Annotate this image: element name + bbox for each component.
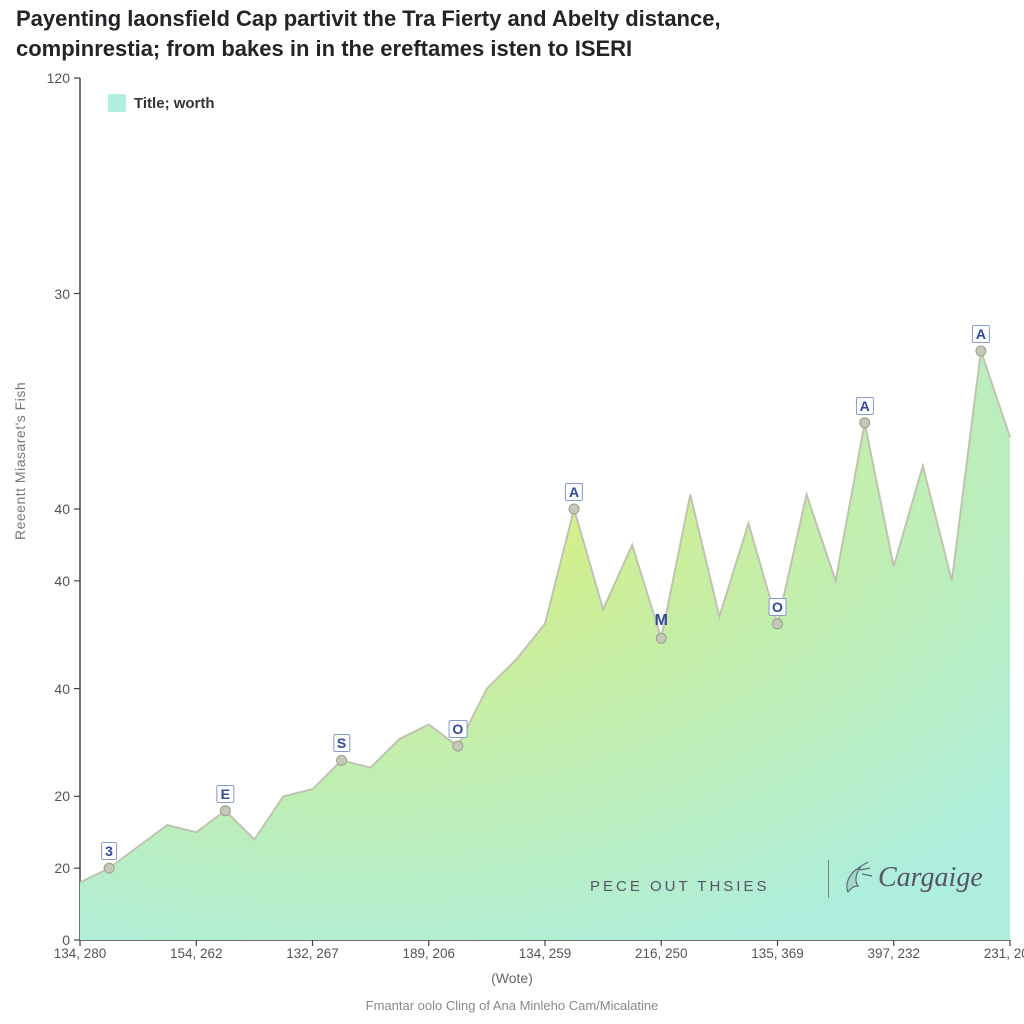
- x-tick: 216, 250: [635, 946, 688, 961]
- x-tick: 134, 259: [519, 946, 572, 961]
- chart-footnote: Fmantar oolo Cling of Ana Minleho Cam/Mi…: [0, 998, 1024, 1013]
- brand-divider: [828, 860, 829, 898]
- y-tick: 20: [36, 788, 70, 804]
- x-axis-label: (Wote): [0, 970, 1024, 986]
- chart-container: Payenting laonsfield Cap partivit the Tr…: [0, 0, 1024, 1024]
- x-tick: 132, 267: [286, 946, 339, 961]
- data-point-label: S: [333, 734, 350, 752]
- y-tick: 30: [36, 286, 70, 302]
- x-tick: 189, 206: [402, 946, 455, 961]
- x-tick: 154, 262: [170, 946, 223, 961]
- legend-swatch: [108, 94, 126, 112]
- brand-icon: [838, 858, 874, 898]
- x-tick: 134, 280: [54, 946, 107, 961]
- x-tick: 231, 203: [984, 946, 1024, 961]
- x-tick: 397, 232: [867, 946, 920, 961]
- data-point-label: A: [565, 483, 583, 501]
- legend-label: Title; worth: [134, 95, 215, 112]
- data-point-label: 3: [101, 842, 117, 860]
- brand-text: Cargaige: [878, 862, 983, 894]
- y-tick: 40: [36, 681, 70, 697]
- y-tick: 120: [36, 70, 70, 86]
- x-tick: 135, 369: [751, 946, 804, 961]
- data-point-label: A: [972, 325, 990, 343]
- data-point-label: O: [768, 598, 787, 616]
- attribution-text: PECE OUT THSIES: [590, 878, 769, 895]
- y-tick: 40: [36, 501, 70, 517]
- data-point-label: M: [655, 612, 668, 630]
- y-axis-label: Reeentt Miasaret's Fish: [12, 382, 28, 540]
- data-point-label: E: [217, 785, 234, 803]
- data-point-label: A: [856, 397, 874, 415]
- y-tick: 40: [36, 573, 70, 589]
- y-tick: 20: [36, 860, 70, 876]
- data-point-label: O: [448, 720, 467, 738]
